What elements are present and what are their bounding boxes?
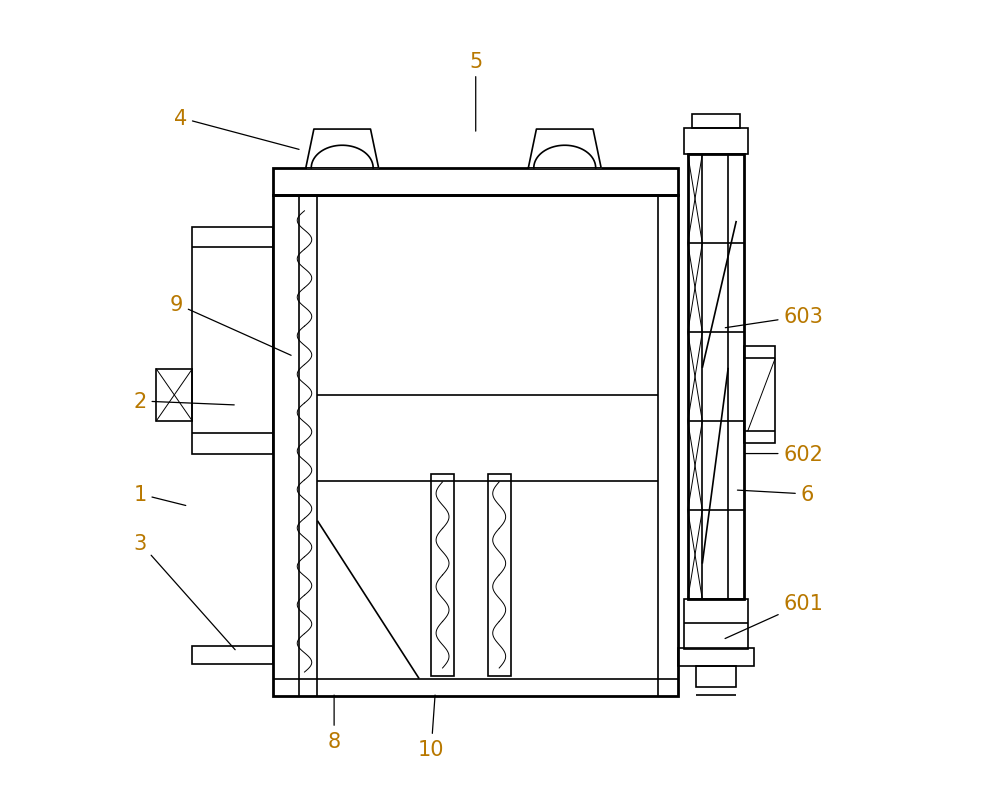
Text: 602: 602 bbox=[746, 444, 823, 464]
Bar bbox=[696, 666, 736, 687]
Polygon shape bbox=[306, 130, 379, 169]
Bar bbox=[744, 347, 775, 444]
Bar bbox=[488, 474, 511, 676]
Bar bbox=[684, 599, 748, 650]
Text: 603: 603 bbox=[725, 307, 823, 328]
Text: 5: 5 bbox=[469, 52, 482, 132]
Bar bbox=[273, 169, 678, 195]
Bar bbox=[678, 648, 754, 666]
Text: 601: 601 bbox=[725, 594, 823, 639]
Bar bbox=[273, 195, 678, 697]
Bar bbox=[192, 646, 273, 664]
Text: 10: 10 bbox=[418, 695, 444, 759]
Text: 9: 9 bbox=[170, 294, 291, 356]
Text: 6: 6 bbox=[737, 484, 814, 504]
Text: 1: 1 bbox=[133, 484, 186, 506]
Polygon shape bbox=[528, 130, 601, 169]
Text: 3: 3 bbox=[133, 533, 235, 650]
Bar bbox=[692, 114, 740, 129]
Bar bbox=[688, 155, 744, 599]
Bar bbox=[192, 228, 273, 454]
Bar bbox=[684, 129, 748, 155]
Text: 8: 8 bbox=[328, 695, 341, 751]
Bar bbox=[431, 474, 454, 676]
Text: 4: 4 bbox=[174, 109, 299, 150]
Bar bbox=[156, 369, 192, 422]
Text: 2: 2 bbox=[133, 392, 234, 411]
